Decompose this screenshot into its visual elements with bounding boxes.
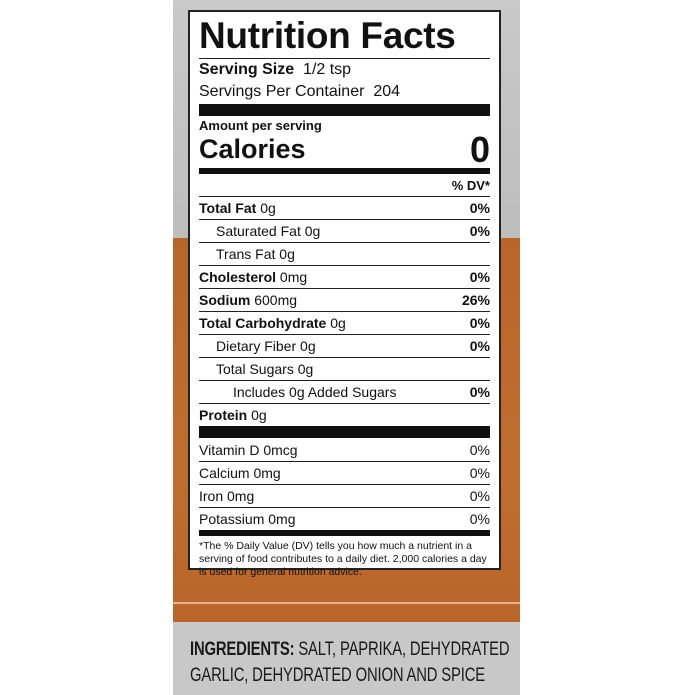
nutrient-row: Dietary Fiber 0g 0% <box>199 334 490 357</box>
vitamin-row: Potassium 0mg 0% <box>199 507 490 530</box>
footnote: *The % Daily Value (DV) tells you how mu… <box>199 540 487 578</box>
vitamin-dv: 0% <box>469 488 490 504</box>
vitamin-dv: 0% <box>469 511 490 527</box>
vitamin-list: Vitamin D 0mcg 0% Calcium 0mg 0% Iron 0mg 0% P… <box>199 439 490 530</box>
vitamin-amount: 0mcg <box>263 442 298 458</box>
thick-divider <box>199 426 490 438</box>
vitamin-dv: 0% <box>469 442 490 458</box>
nutrient-amount: 0g <box>297 361 314 377</box>
vitamin-row: Calcium 0mg 0% <box>199 461 490 484</box>
ingredients: INGREDIENTS: SALT, PAPRIKA, DEHYDRATED G… <box>190 637 510 689</box>
nutrient-dv: 0% <box>469 338 490 354</box>
nutrient-row: Sodium 600mg 26% <box>199 288 490 311</box>
vitamin-label: Vitamin D 0mcg <box>199 439 298 461</box>
vitamin-row: Vitamin D 0mcg 0% <box>199 439 490 461</box>
medium-divider <box>199 168 490 174</box>
nutrient-list: Total Fat 0g 0% Saturated Fat 0g 0% Trans Fa… <box>199 196 490 426</box>
nutrient-row: Total Carbohydrate 0g 0% <box>199 311 490 334</box>
label-title: Nutrition Facts <box>199 15 456 56</box>
nutrient-row: Trans Fat 0g <box>199 242 490 265</box>
nutrient-label: Protein 0g <box>199 404 267 426</box>
calories-value: 0 <box>469 129 490 170</box>
vitamin-dv: 0% <box>469 465 490 481</box>
nutrient-amount: 0g <box>251 407 267 423</box>
vitamin-amount: 0mg <box>227 488 255 504</box>
calories-row: Calories 0 <box>199 129 490 170</box>
nutrient-row: Total Fat 0g 0% <box>199 196 490 219</box>
dv-header: % DV* <box>451 178 490 193</box>
medium-divider <box>199 530 490 536</box>
ingredients-text: SALT, PAPRIKA, DEHYDRATED GARLIC, DEHYDR… <box>190 639 510 686</box>
nutrient-label: Dietary Fiber 0g <box>199 335 316 357</box>
nutrient-dv: 0% <box>469 384 490 400</box>
nutrient-amount: 0mg <box>279 269 308 285</box>
nutrient-amount: 0g <box>330 315 346 331</box>
nutrient-name: Dietary Fiber <box>216 338 297 354</box>
serving-size: Serving Size 1/2 tsp <box>199 59 490 81</box>
nutrient-row: Protein 0g <box>199 403 490 426</box>
servings-per-container: Servings Per Container 204 <box>199 81 490 103</box>
vitamin-name: Potassium <box>199 511 265 527</box>
ingredients-label: INGREDIENTS: <box>190 639 295 660</box>
nutrient-row: Saturated Fat 0g 0% <box>199 219 490 242</box>
nutrient-name: Total Sugars <box>216 361 294 377</box>
nutrient-name: Cholesterol <box>199 269 277 285</box>
vitamin-row: Iron 0mg 0% <box>199 484 490 507</box>
nutrient-name: Includes 0g Added Sugars <box>233 384 397 400</box>
nutrient-dv: 0% <box>469 315 490 331</box>
nutrient-name: Total Fat <box>199 200 257 216</box>
nutrient-name: Sodium <box>199 292 251 308</box>
nutrient-name: Saturated Fat <box>216 223 301 239</box>
nutrient-label: Total Sugars 0g <box>199 358 313 380</box>
nutrient-dv: 0% <box>469 269 490 285</box>
nutrient-row: Cholesterol 0mg 0% <box>199 265 490 288</box>
nutrient-label: Saturated Fat 0g <box>199 220 320 242</box>
nutrient-label: Total Fat 0g <box>199 197 276 219</box>
amount-per-serving: Amount per serving <box>199 118 322 133</box>
calories-label: Calories <box>199 134 306 164</box>
vitamin-name: Calcium <box>199 465 250 481</box>
nutrient-dv: 0% <box>469 223 490 239</box>
nutrition-facts-label: Nutrition Facts Serving Size 1/2 tsp Ser… <box>188 10 501 578</box>
vitamin-amount: 0mg <box>253 465 281 481</box>
servings-value: 204 <box>373 83 401 100</box>
vitamin-name: Vitamin D <box>199 442 260 458</box>
nutrient-name: Trans Fat <box>216 246 276 262</box>
vitamin-amount: 0mg <box>268 511 296 527</box>
vitamin-label: Iron 0mg <box>199 485 254 507</box>
vitamin-label: Calcium 0mg <box>199 462 281 484</box>
nutrient-amount: 600mg <box>254 292 298 308</box>
nutrient-amount: 0g <box>260 200 276 216</box>
panel-gray-bottom <box>173 622 520 695</box>
divider <box>199 58 490 59</box>
nutrient-row: Total Sugars 0g <box>199 357 490 380</box>
nutrient-label: Cholesterol 0mg <box>199 266 307 288</box>
serving-size-label: Serving Size <box>199 61 295 78</box>
vitamin-name: Iron <box>199 488 224 504</box>
nutrient-name: Protein <box>199 407 248 423</box>
serving-size-value: 1/2 tsp <box>303 61 352 78</box>
panel-stripe <box>173 602 520 604</box>
nutrient-amount: 0g <box>304 223 321 239</box>
nutrient-row: Includes 0g Added Sugars 0% <box>199 380 490 403</box>
nutrient-name: Total Carbohydrate <box>199 315 327 331</box>
thick-divider <box>199 104 490 116</box>
nutrient-amount: 0g <box>300 338 316 354</box>
servings-label: Servings Per Container <box>199 83 365 100</box>
nutrient-amount: 0g <box>279 246 295 262</box>
nutrient-dv: 26% <box>461 292 490 308</box>
nutrient-label: Sodium 600mg <box>199 289 297 311</box>
nutrient-label: Total Carbohydrate 0g <box>199 312 346 334</box>
nutrient-label: Includes 0g Added Sugars <box>199 381 396 403</box>
vitamin-label: Potassium 0mg <box>199 508 295 530</box>
nutrient-dv: 0% <box>469 200 490 216</box>
nutrient-label: Trans Fat 0g <box>199 243 295 265</box>
